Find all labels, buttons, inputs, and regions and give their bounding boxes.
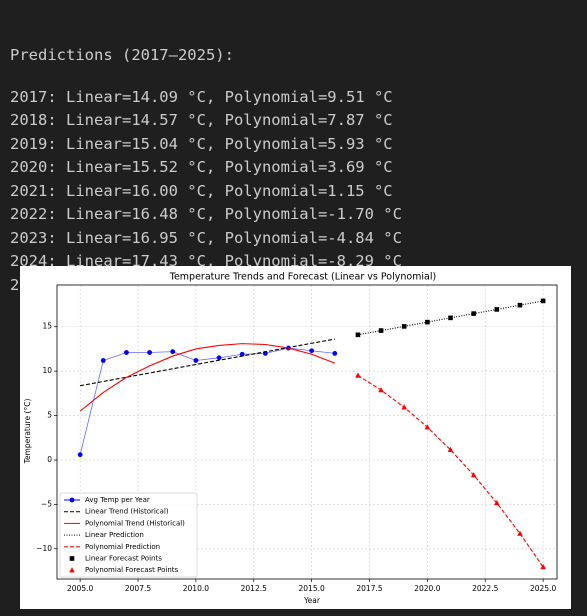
legend-label: Polynomial Prediction: [85, 543, 160, 551]
point: [239, 351, 245, 357]
output-line: 2019: Linear=15.04 °C, Polynomial=5.93 °…: [10, 134, 393, 153]
output-heading: Predictions (2017–2025):: [10, 46, 234, 64]
point: [378, 387, 384, 393]
output-line: 2022: Linear=16.48 °C, Polynomial=-1.70 …: [10, 205, 402, 223]
point: [147, 350, 152, 355]
point: [355, 332, 361, 338]
point: [494, 307, 500, 312]
legend-label: Polynomial Trend (Historical): [85, 519, 185, 527]
point: [309, 348, 315, 354]
chart-title: Temperature Trends and Forecast (Linear …: [169, 272, 436, 283]
point: [494, 499, 500, 506]
cell-output: Predictions (2017–2025): 2017: Linear=14…: [10, 8, 411, 297]
legend-box: [59, 492, 198, 578]
x-tick-label: 2017.5: [356, 584, 382, 593]
series-line: [80, 338, 335, 387]
point: [425, 319, 430, 325]
x-tick-label: 2007.5: [125, 584, 151, 593]
x-tick-label: 2012.5: [241, 584, 267, 593]
point: [517, 530, 523, 536]
x-tick-label: 2010.0: [183, 584, 209, 593]
series-line: [79, 347, 335, 455]
x-tick-label: 2025.0: [530, 584, 556, 593]
point: [401, 324, 407, 329]
legend-label: Polynomial Forecast Points: [85, 566, 179, 574]
point: [193, 358, 199, 363]
y-tick-label: −5: [41, 499, 52, 508]
point: [355, 372, 361, 378]
y-axis-label: Temperature (°C): [23, 399, 32, 465]
output-line: 2023: Linear=16.95 °C, Polynomial=-4.84 …: [10, 228, 402, 247]
point: [540, 298, 546, 304]
x-axis-label: Year: [303, 596, 321, 605]
legend-label: Avg Temp per Year: [85, 496, 150, 504]
x-tick-label: 2022.5: [472, 584, 498, 593]
legend-label: Linear Prediction: [85, 531, 144, 539]
y-tick-label: 0: [47, 455, 52, 464]
point: [332, 350, 338, 356]
legend-swatch: [69, 556, 75, 561]
point: [471, 311, 476, 316]
point: [401, 404, 408, 410]
output-line: 2018: Linear=14.57 °C, Polynomial=7.87 °…: [10, 111, 393, 129]
point: [124, 350, 129, 355]
point: [448, 315, 453, 321]
y-tick-label: −10: [36, 544, 52, 553]
point: [77, 452, 83, 458]
point: [100, 358, 106, 363]
legend-swatch: [69, 497, 75, 503]
x-tick-label: 2015.0: [299, 584, 325, 593]
legend: Avg Temp per Year Linear Trend (Historica…: [59, 492, 198, 578]
legend-label: Linear Forecast Points: [85, 555, 162, 563]
y-tick-label: 5: [47, 411, 52, 420]
series-line: [79, 343, 335, 412]
legend-swatch: [69, 567, 75, 573]
plot-frame: [56, 284, 558, 580]
chart: Temperature Trends and Forecast (Linear …: [20, 266, 571, 609]
point: [447, 446, 454, 452]
output-line: 2024: Linear=17.43 °C, Polynomial=-8.29 …: [10, 252, 402, 270]
point: [170, 349, 176, 355]
point: [517, 302, 523, 308]
y-tick-label: 10: [42, 366, 52, 375]
output-line: 2017: Linear=14.09 °C, Polynomial=9.51 °…: [10, 87, 393, 106]
output-line: 2020: Linear=15.52 °C, Polynomial=3.69 °…: [10, 158, 393, 176]
point: [470, 472, 477, 478]
output-line: 2021: Linear=16.00 °C, Polynomial=1.15 °…: [10, 181, 393, 200]
x-tick-label: 2005.0: [67, 584, 93, 593]
point: [216, 355, 222, 361]
x-tick-label: 2020.0: [414, 584, 440, 593]
y-tick-label: 15: [42, 322, 52, 331]
point: [424, 424, 431, 430]
series-line: [357, 375, 544, 568]
point: [540, 563, 546, 570]
legend-label: Linear Trend (Historical): [85, 508, 169, 516]
point: [378, 328, 384, 333]
